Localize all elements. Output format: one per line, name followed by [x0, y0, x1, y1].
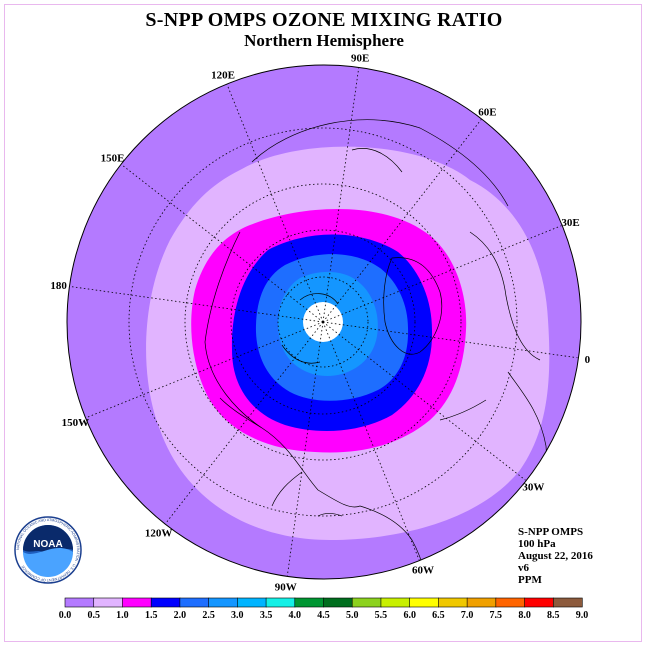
colorbar-swatch [208, 597, 238, 608]
map-edge [66, 64, 582, 580]
colorbar-tick-label: 7.5 [490, 610, 503, 621]
parallel-75n [277, 276, 369, 368]
info-block: S-NPP OMPS 100 hPa August 22, 2016 v6 PP… [518, 526, 593, 586]
colorbar-swatch [265, 597, 296, 608]
meridian-150w [84, 321, 324, 419]
parallel-60n [230, 229, 416, 415]
noaa-logo: NOAA NATIONAL OCEANIC AND ATMOSPHERIC AD… [14, 516, 82, 584]
colorbar-tick-label: 5.0 [346, 610, 359, 621]
longitude-label-60e: 60E [478, 107, 496, 119]
colorbar-tick-label: 3.0 [231, 610, 244, 621]
longitude-label-30w: 30W [522, 481, 544, 493]
colorbar-tick-label: 8.0 [518, 610, 531, 621]
colorbar-tick-label: 2.0 [174, 610, 187, 621]
meridian-150e [120, 163, 324, 323]
colorbar-tick-labels: 0.0 0.5 1.0 1.5 2.0 2.5 3.0 3.5 4.0 4.5 5.0 5.5 6.0 6… [59, 610, 589, 621]
colorbar [64, 597, 583, 608]
colorbar-swatch [323, 597, 353, 608]
meridian-120e [226, 83, 324, 323]
longitude-label-30e: 30E [561, 217, 579, 229]
meridian-0 [322, 321, 578, 359]
colorbar-swatch [495, 597, 526, 608]
meridian-90e [322, 67, 360, 323]
parallel-30n [128, 127, 518, 517]
colorbar-swatch [64, 597, 95, 608]
coast-north-america [204, 231, 361, 508]
colorbar-swatch [122, 597, 152, 608]
colorbar-swatch [237, 597, 267, 608]
colorbar-swatch [438, 597, 468, 608]
colorbar-tick-label: 6.0 [403, 610, 416, 621]
map-title: S-NPP OMPS OZONE MIXING RATIO [145, 9, 503, 31]
colorbar-swatch [150, 597, 181, 608]
longitude-label-180: 180 [50, 280, 67, 292]
coast-eurasia [251, 119, 541, 361]
map-disc [67, 65, 581, 579]
longitude-label-150e: 150E [101, 153, 125, 165]
colorbar-tick-label: 8.5 [547, 610, 560, 621]
coast-caribbean [317, 513, 343, 517]
meridian-180 [68, 285, 324, 323]
colorbar-tick-label: 5.5 [375, 610, 388, 621]
colorbar-tick-label: 1.5 [145, 610, 158, 621]
info-date: August 22, 2016 [518, 550, 593, 562]
colorbar-tick-label: 1.0 [116, 610, 129, 621]
colorbar-tick-label: 9.0 [576, 610, 589, 621]
longitude-labels: 90E 60E 30E 0 30W 60W 90W 120W 150W 180 150E 120E [50, 53, 590, 594]
colorbar-swatch [466, 597, 497, 608]
colorbar-swatch [351, 597, 382, 608]
longitude-label-90w: 90W [275, 581, 297, 593]
meridian-60e [322, 119, 482, 323]
parallel-45n [184, 183, 462, 461]
longitude-label-90e: 90E [351, 53, 369, 65]
colorbar-tick-label: 0.5 [87, 610, 100, 621]
meridians [68, 67, 578, 577]
coast-arctic-islands [281, 293, 339, 364]
colorbar-swatch [93, 597, 124, 608]
colorbar-tick-label: 2.5 [202, 610, 215, 621]
logo-wave-icon [23, 548, 73, 577]
longitude-label-60w: 60W [412, 565, 434, 577]
meridian-30w [322, 321, 526, 481]
longitude-label-120w: 120W [145, 527, 173, 539]
meridian-90w [286, 321, 324, 577]
graticule [68, 67, 578, 577]
colorbar-tick-label: 4.0 [289, 610, 302, 621]
info-instrument: S-NPP OMPS [518, 526, 584, 538]
info-units: PPM [518, 574, 542, 586]
colorbar-tick-label: 4.5 [317, 610, 330, 621]
map-subtitle: Northern Hemisphere [244, 31, 404, 50]
longitude-label-120e: 120E [211, 69, 235, 81]
longitude-label-150w: 150W [62, 417, 90, 429]
colorbar-swatch [179, 597, 210, 608]
info-level: 100 hPa [518, 538, 556, 550]
figure-frame [4, 4, 642, 642]
colorbar-swatch [524, 597, 554, 608]
colorbar-tick-label: 0.0 [59, 610, 72, 621]
colorbar-tick-label: 7.0 [461, 610, 474, 621]
colorbar-swatch [380, 597, 411, 608]
coast-greenland [383, 257, 443, 355]
meridian-120w [164, 321, 324, 525]
colorbar-swatch [294, 597, 325, 608]
info-version: v6 [518, 562, 529, 574]
colorbar-tick-label: 3.5 [260, 610, 273, 621]
colorbar-swatch [409, 597, 439, 608]
meridian-30e [322, 225, 562, 323]
colorbar-tick-label: 6.5 [432, 610, 445, 621]
logo-bird-icon [23, 525, 73, 553]
meridian-60w [322, 321, 420, 561]
logo-text: NOAA [33, 539, 62, 550]
longitude-label-0: 0 [585, 354, 591, 366]
colorbar-swatch [552, 597, 583, 608]
